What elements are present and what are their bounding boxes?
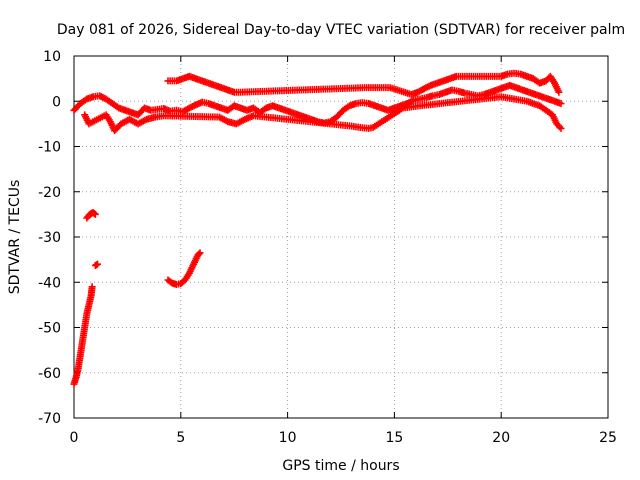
data-point xyxy=(556,123,564,131)
data-point xyxy=(88,283,96,291)
x-tick-label: 15 xyxy=(385,430,403,446)
data-point xyxy=(555,88,563,96)
y-tick-label: -50 xyxy=(38,321,61,337)
y-tick-label: -20 xyxy=(38,185,61,201)
data-point xyxy=(93,260,101,268)
data-point xyxy=(196,249,204,257)
y-axis-label: SDTVAR / TECUs xyxy=(7,180,23,295)
y-tick-label: -60 xyxy=(38,366,61,382)
data-point xyxy=(557,100,565,108)
x-tick-label: 5 xyxy=(176,430,185,446)
chart-title: Day 081 of 2026, Sidereal Day-to-day VTE… xyxy=(57,22,625,38)
x-tick-label: 10 xyxy=(279,430,297,446)
y-tick-label: -40 xyxy=(38,275,61,291)
data-series xyxy=(70,69,565,388)
x-tick-label: 0 xyxy=(70,430,79,446)
data-point xyxy=(90,209,98,217)
data-point xyxy=(557,124,565,132)
y-tick-label: 0 xyxy=(52,94,61,110)
data-point xyxy=(91,210,99,218)
y-tick-label: 10 xyxy=(43,49,61,65)
y-tick-label: -10 xyxy=(38,140,61,156)
x-tick-label: 25 xyxy=(599,430,617,446)
y-tick-labels: 10 0 -10 -20 -30 -40 -50 -60 -70 xyxy=(38,49,61,427)
x-axis-label: GPS time / hours xyxy=(282,458,399,474)
y-tick-label: -30 xyxy=(38,230,61,246)
data-point xyxy=(195,250,203,258)
x-tick-labels: 0 5 10 15 20 25 xyxy=(70,430,617,446)
y-tick-label: -70 xyxy=(38,411,61,427)
x-tick-label: 20 xyxy=(492,430,510,446)
tick-marks xyxy=(73,55,609,419)
